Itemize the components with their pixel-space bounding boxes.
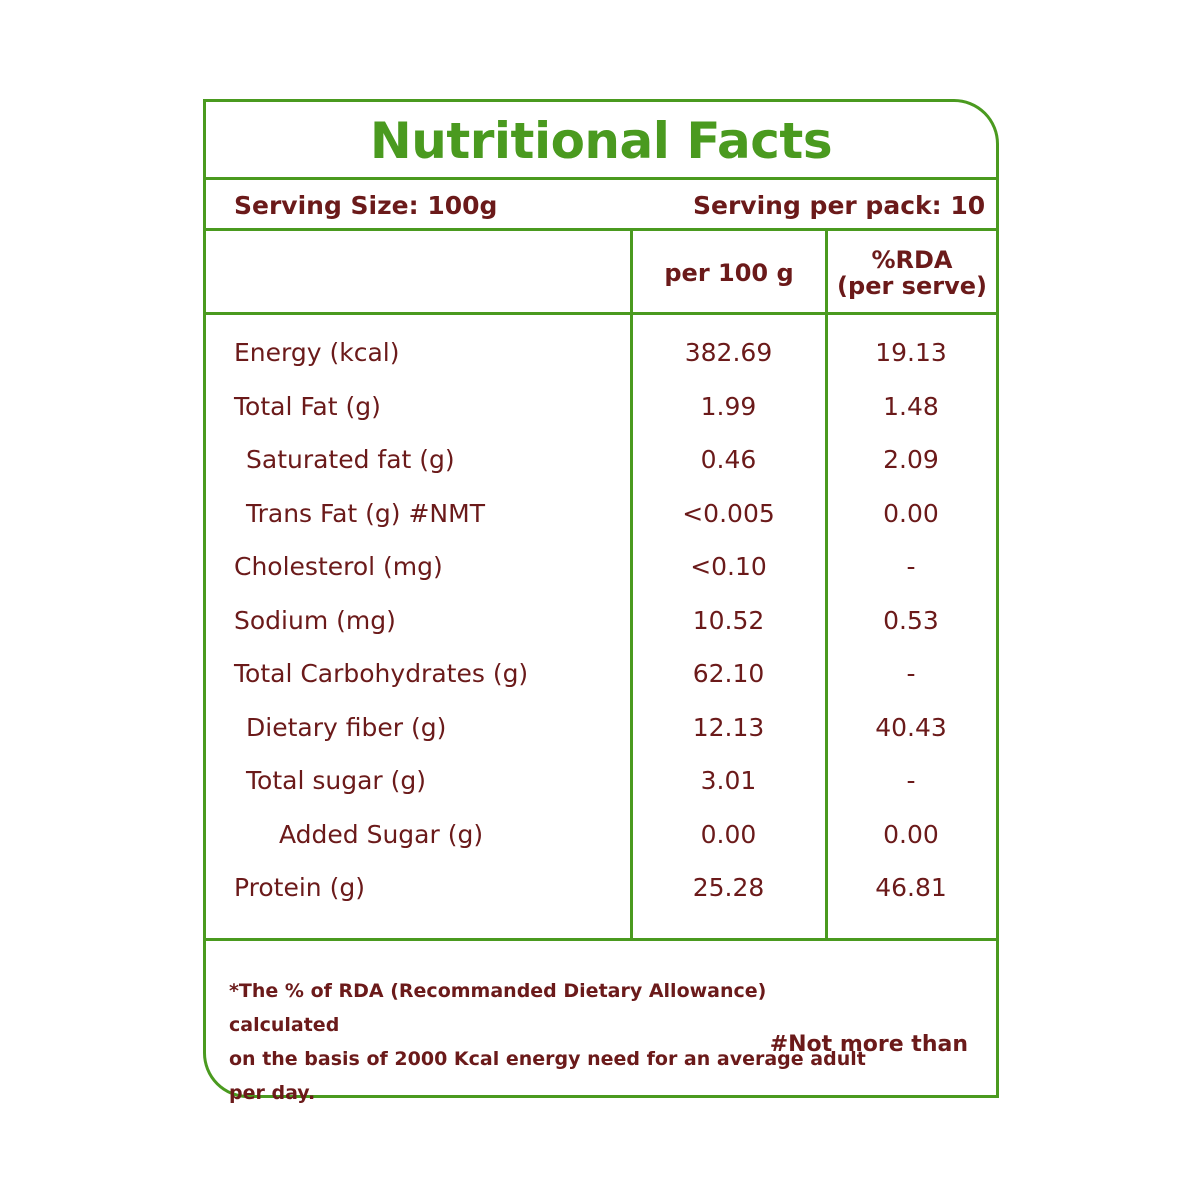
nutrient-rda: -	[906, 766, 916, 795]
nutrient-label: Protein (g)	[234, 873, 365, 902]
column-header-rda-line1: %RDA	[871, 246, 953, 274]
nutrient-rda: 0.00	[883, 819, 939, 849]
column-header-per-100g: per 100 g	[664, 259, 794, 287]
footnote-line-1: *The % of RDA (Recommanded Dietary Allow…	[229, 980, 767, 1036]
table-row: Saturated fat (g) 0.46 2.09	[206, 445, 996, 499]
column-header-rda-line2: (per serve)	[837, 272, 987, 300]
nutrient-rda: -	[906, 552, 916, 581]
nutrient-per-100g: 12.13	[692, 712, 765, 742]
nutrient-label: Total Fat (g)	[234, 391, 381, 421]
footnote-nmt: #Not more than	[769, 1032, 968, 1057]
serving-size: Serving Size: 100g	[234, 191, 498, 220]
divider-title	[206, 177, 996, 180]
nutrient-label: Energy (kcal)	[234, 338, 400, 367]
footnote: *The % of RDA (Recommanded Dietary Allow…	[229, 974, 869, 1110]
nutrient-rda: 19.13	[875, 338, 947, 367]
nutrient-per-100g: 3.01	[700, 766, 757, 795]
nutrient-rda: 0.53	[883, 605, 939, 635]
nutrient-rda: 0.00	[883, 498, 939, 528]
table-row: Cholesterol (mg) <0.10 -	[206, 552, 996, 606]
nutrient-label: Sodium (mg)	[234, 605, 396, 635]
table-row: Sodium (mg) 10.52 0.53	[206, 606, 996, 660]
table-row: Total Carbohydrates (g) 62.10 -	[206, 659, 996, 713]
nutrient-label: Total Carbohydrates (g)	[234, 659, 529, 688]
footnote-line-3: per day.	[229, 1082, 316, 1104]
nutrient-rda: 1.48	[883, 391, 939, 421]
column-divider-1	[630, 231, 633, 938]
nutrient-per-100g: <0.005	[682, 498, 775, 528]
table-row: Energy (kcal) 382.69 19.13	[206, 338, 996, 392]
nutrient-per-100g: 10.52	[692, 605, 765, 635]
table-row: Dietary fiber (g) 12.13 40.43	[206, 713, 996, 767]
nutrient-per-100g: <0.10	[690, 552, 767, 581]
nutrient-label: Total sugar (g)	[246, 766, 426, 795]
divider-serving	[206, 228, 996, 231]
column-divider-2	[825, 231, 828, 938]
nutrient-per-100g: 0.00	[700, 819, 757, 849]
nutrient-label: Dietary fiber (g)	[246, 712, 447, 742]
nutrient-per-100g: 62.10	[692, 659, 765, 688]
nutrient-per-100g: 382.69	[684, 338, 773, 367]
nutrient-rda: 46.81	[875, 873, 947, 902]
nutrient-rda: 40.43	[875, 712, 947, 742]
nutrient-label: Trans Fat (g) #NMT	[246, 498, 485, 528]
footnote-line-2: on the basis of 2000 Kcal energy need fo…	[229, 1048, 866, 1070]
table-row: Total sugar (g) 3.01 -	[206, 766, 996, 820]
nutrient-per-100g: 1.99	[700, 391, 757, 421]
panel-title: Nutritional Facts	[369, 112, 833, 170]
nutrient-rda: -	[906, 659, 916, 688]
table-row: Added Sugar (g) 0.00 0.00	[206, 820, 996, 874]
nutrient-label: Saturated fat (g)	[246, 445, 455, 474]
nutrient-per-100g: 25.28	[692, 873, 765, 902]
nutrient-per-100g: 0.46	[700, 445, 757, 474]
divider-header	[206, 312, 996, 315]
nutrient-label: Added Sugar (g)	[279, 819, 484, 849]
table-row: Trans Fat (g) #NMT <0.005 0.00	[206, 499, 996, 553]
column-header-rda: %RDA (per serve)	[828, 247, 996, 299]
nutrient-rda: 2.09	[883, 445, 939, 474]
nutrition-facts-panel: Nutritional Facts Serving Size: 100g Ser…	[203, 99, 999, 1104]
divider-footer	[206, 938, 996, 941]
table-row: Protein (g) 25.28 46.81	[206, 873, 996, 927]
nutrient-label: Cholesterol (mg)	[234, 552, 443, 581]
table-row: Total Fat (g) 1.99 1.48	[206, 392, 996, 446]
serving-per-pack: Serving per pack: 10	[693, 191, 986, 220]
